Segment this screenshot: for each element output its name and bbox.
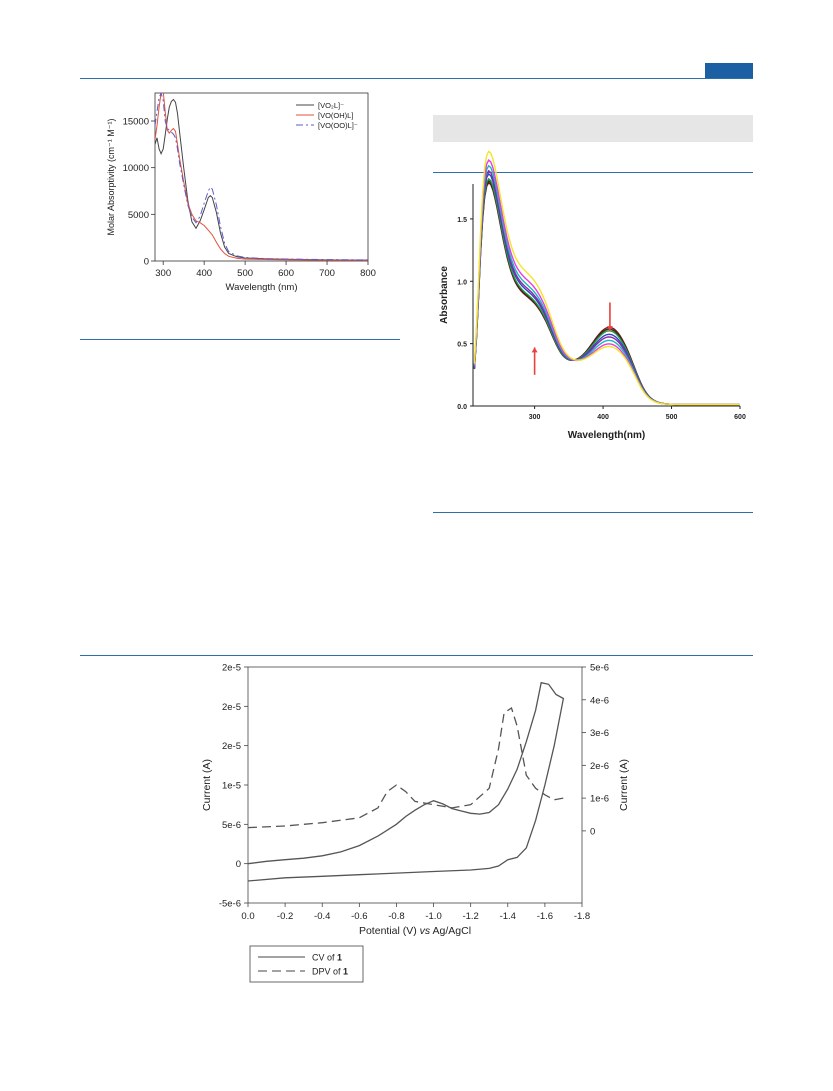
right-column-rule	[433, 512, 753, 513]
plot-frame	[247, 666, 583, 904]
right-y-tick-label: 0	[590, 826, 595, 837]
y-tick-label: 5000	[128, 210, 149, 221]
right-y-tick-label: 1e-6	[590, 794, 609, 805]
header-badge	[705, 63, 753, 78]
x-axis-label: Wavelength (nm)	[226, 282, 298, 293]
x-tick-label: -0.2	[277, 911, 293, 922]
molar-absorptivity-chart: 300 400 500 600 700 800 0 5000 10000 15000 Wavelen…	[106, 92, 376, 293]
y-tick-label: 10000	[123, 163, 149, 174]
x-tick-label: -0.6	[351, 911, 367, 922]
x-axis-label-part: vs	[420, 925, 431, 937]
right-y-tick-label: 3e-6	[590, 728, 609, 739]
legend-label-2: DPV of 1	[312, 967, 348, 977]
left-y-tick-label: 0	[236, 859, 241, 870]
x-tick-label: 600	[734, 414, 746, 421]
x-tick-label: 300	[529, 414, 541, 421]
series-line-2	[155, 93, 368, 261]
down-arrow-head	[606, 326, 613, 332]
x-tick-label: 400	[597, 414, 609, 421]
legend-label-2: [VO(OH)L]	[318, 111, 353, 120]
absorbance-chart: 300 400 500 600 0.0 0.5 1.0 1.5 Wavelength(nm) Ab…	[439, 150, 746, 441]
table-rule	[433, 172, 753, 173]
legend-label-1: [VO₂L]⁻	[318, 101, 344, 110]
left-y-tick-label: 1e-5	[222, 781, 241, 792]
x-tick-label: 800	[360, 268, 376, 279]
spectrum-line-6	[473, 164, 740, 406]
legend-label-bold: 1	[343, 967, 348, 977]
y-tick-label: 0.5	[457, 342, 467, 349]
series-line-1	[247, 681, 565, 882]
left-y-tick-label: 2e-5	[222, 741, 241, 752]
spectrum-line-8	[473, 150, 740, 406]
legend-label-text: DPV of	[312, 967, 343, 977]
table-header-bar	[433, 115, 753, 142]
bottom-figure-rule	[80, 655, 753, 656]
series-line-3	[155, 93, 368, 261]
series-line-2	[247, 706, 564, 829]
legend-label-bold: 1	[337, 953, 342, 963]
left-y-axis-label: Current (A)	[201, 759, 213, 811]
right-y-tick-label: 5e-6	[590, 663, 609, 674]
left-y-tick-label: 5e-6	[222, 820, 241, 831]
x-tick-label: 500	[237, 268, 253, 279]
y-tick-label: 1.0	[457, 279, 467, 286]
spectrum-line-3	[473, 177, 740, 406]
x-axis-label: Potential (V) vs Ag/AgCl	[359, 925, 471, 937]
legend-label-3: [VO(OO)L]⁻	[318, 121, 358, 130]
x-tick-label: -1.6	[537, 911, 553, 922]
x-axis-label-part: Ag/AgCl	[430, 925, 471, 937]
x-tick-label: -0.8	[388, 911, 404, 922]
plot-frame	[154, 92, 369, 262]
x-tick-label: 700	[319, 268, 335, 279]
legend-label-text: CV of	[312, 953, 337, 963]
x-tick-label: 0.0	[241, 911, 254, 922]
left-y-tick-label: 2e-5	[222, 702, 241, 713]
x-tick-label: -0.4	[314, 911, 330, 922]
spectrum-line-4	[473, 172, 740, 406]
voltammetry-chart: 0.0 -0.2 -0.4 -0.6 -0.8 -1.0 -1.2 -1.4 -1.6 -1.8 -…	[201, 663, 630, 983]
legend-label-1: CV of 1	[312, 953, 342, 963]
spectrum-line-5	[473, 169, 740, 406]
x-tick-label: 500	[666, 414, 678, 421]
spectrum-line-1	[473, 181, 740, 406]
series-line-1	[155, 98, 368, 261]
spectrum-line-7	[473, 158, 740, 406]
up-arrow-head	[531, 347, 538, 353]
x-tick-label: 400	[196, 268, 212, 279]
x-tick-label: -1.0	[425, 911, 441, 922]
y-tick-label: 1.5	[457, 217, 467, 224]
spectrum-line-2	[473, 179, 740, 406]
left-column-rule	[80, 339, 400, 340]
right-y-axis-label: Current (A)	[618, 759, 630, 811]
x-tick-label: -1.4	[500, 911, 516, 922]
y-tick-label: 0.0	[457, 404, 467, 411]
x-tick-label: 600	[278, 268, 294, 279]
x-tick-label: -1.2	[462, 911, 478, 922]
y-axis-label: Absorbance	[439, 266, 450, 324]
left-y-tick-label: 2e-5	[222, 663, 241, 674]
x-axis-label-part: Potential (V)	[359, 925, 420, 937]
right-y-tick-label: 4e-6	[590, 695, 609, 706]
right-y-tick-label: 2e-6	[590, 761, 609, 772]
y-axis-label: Molar Absorptivity (cm⁻¹ M⁻¹)	[106, 118, 116, 235]
legend-box	[249, 945, 364, 983]
y-tick-label: 0	[144, 257, 149, 268]
x-tick-label: 300	[155, 268, 171, 279]
header-rule	[80, 78, 753, 79]
x-tick-label: -1.8	[574, 911, 590, 922]
y-tick-label: 15000	[123, 117, 149, 128]
left-y-tick-label: -5e-6	[219, 899, 241, 910]
x-axis-label: Wavelength(nm)	[568, 430, 645, 441]
